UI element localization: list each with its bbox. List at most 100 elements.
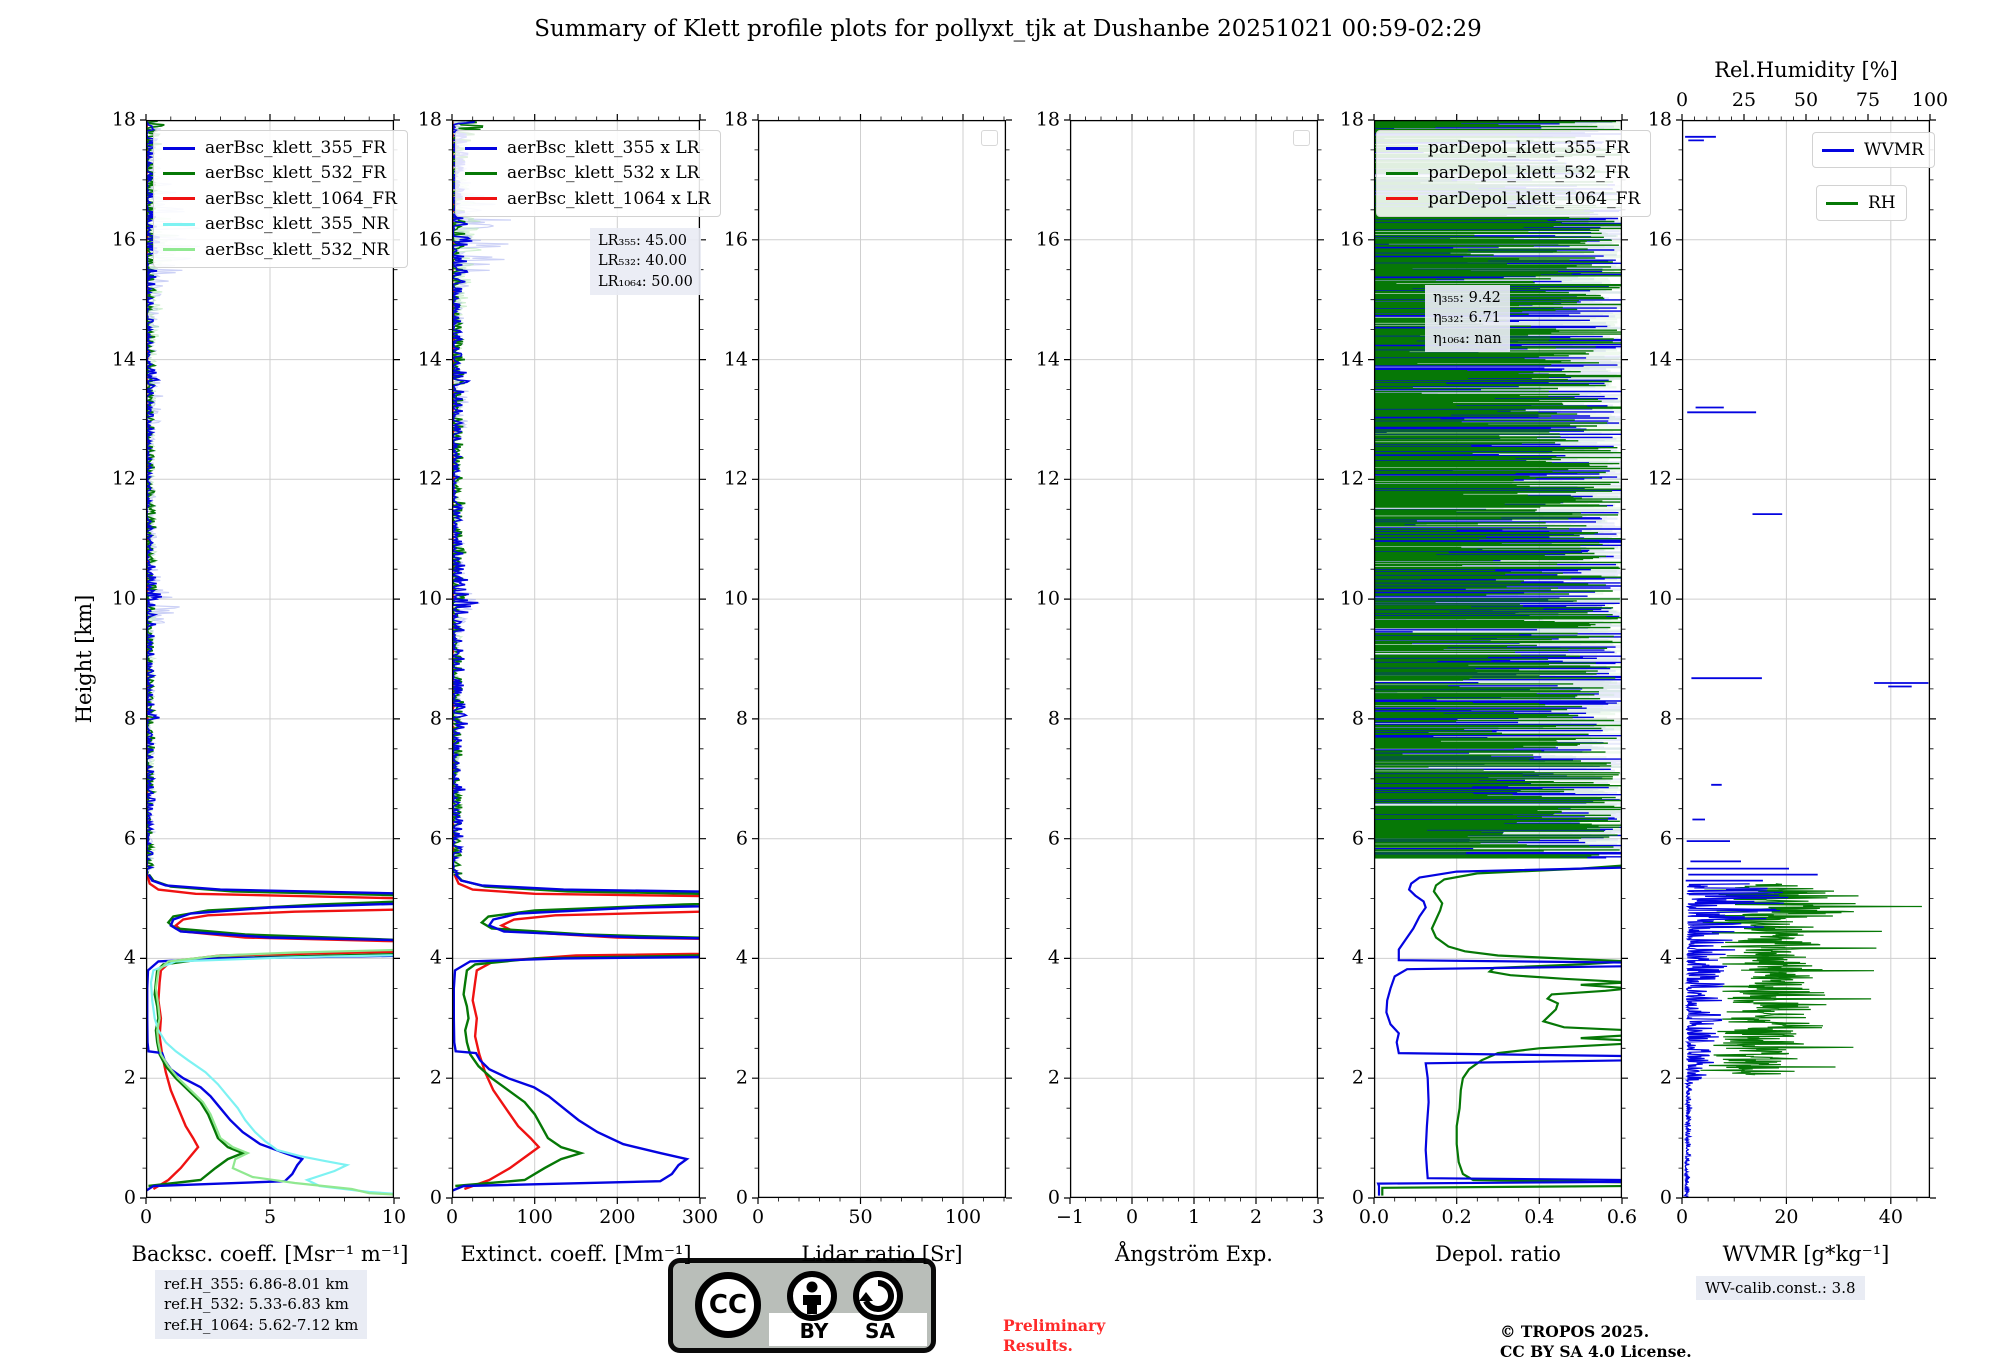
y-tick-label: 14: [1647, 348, 1672, 371]
legend-line-sample: [465, 146, 497, 150]
series-parDepol_klett_355_FR: [1376, 866, 1622, 1196]
legend-label: aerBsc_klett_355_FR: [205, 138, 387, 158]
legend-item: RH: [1826, 193, 1896, 213]
legend-line-sample: [1386, 197, 1418, 201]
y-tick-label: 4: [1047, 946, 1060, 969]
gridlines: [146, 120, 394, 1198]
major-ticks: [1064, 114, 1324, 1204]
y-tick-label: 8: [1659, 707, 1672, 730]
axes-spine: [145, 119, 395, 1199]
annotation-extinction: LR₃₅₅: 45.00 LR₅₃₂: 40.00 LR₁₀₆₄: 50.00: [590, 228, 701, 295]
legend-line-sample: [1826, 201, 1858, 205]
x-tick-label: 40: [1878, 1206, 1903, 1228]
y-tick-label: 6: [1047, 827, 1060, 850]
series-aerExt_1064: [453, 874, 700, 1191]
y-tick-label: 16: [111, 228, 136, 251]
y-tick-label: 2: [1351, 1066, 1364, 1089]
x-tick-label: 200: [599, 1206, 636, 1228]
x-axis-title: Ångström Exp.: [1115, 1242, 1273, 1266]
y-tick-label: 10: [1647, 587, 1672, 610]
y-tick-label: 12: [1647, 467, 1672, 490]
legend-item: aerBsc_klett_355_NR: [163, 214, 397, 234]
minor-ticks: [142, 116, 398, 1202]
cc-logo-text: CC: [708, 1290, 748, 1320]
legend-label: aerBsc_klett_1064 x LR: [507, 188, 711, 209]
y-tick-label: 0: [1659, 1186, 1672, 1209]
gridlines: [1070, 120, 1318, 1198]
ref-height-532: ref.H_532: 5.33-6.83 km: [164, 1295, 349, 1314]
legend-item: aerBsc_klett_355 x LR: [465, 138, 710, 158]
x-tick-label: 20: [1774, 1206, 1799, 1228]
x-tick-label: 0: [139, 1206, 153, 1228]
x-axis-title: Extinct. coeff. [Mm⁻¹]: [460, 1242, 692, 1266]
cc-logo-icon: CC: [695, 1272, 761, 1338]
y-tick-label: 14: [1339, 348, 1364, 371]
x-tick-label: 50: [848, 1206, 873, 1228]
y-tick-label: 14: [1035, 348, 1060, 371]
y-tick-label: 12: [723, 467, 748, 490]
x-tick-label: 0: [751, 1206, 765, 1228]
y-tick-label: 8: [1047, 707, 1060, 730]
y-tick-label: 0: [1047, 1186, 1060, 1209]
major-ticks: [446, 114, 706, 1204]
y-tick-label: 16: [417, 228, 442, 251]
y-tick-label: 2: [1047, 1066, 1060, 1089]
y-tick-label: 2: [123, 1066, 136, 1089]
x-tick-label: 300: [681, 1206, 719, 1228]
series-ext532_noise: [452, 120, 484, 876]
cc-by-label: BY: [799, 1319, 829, 1343]
legend-item: aerBsc_klett_1064 x LR: [465, 189, 710, 209]
x-axis-title: Depol. ratio: [1435, 1242, 1561, 1266]
ref-height-355: ref.H_355: 6.86-8.01 km: [164, 1275, 349, 1293]
y-tick-label: 4: [1659, 946, 1672, 969]
series-ext355_noise: [452, 120, 479, 876]
copyright-note: © TROPOS 2025. CC BY SA 4.0 License.: [1500, 1322, 1692, 1360]
y-tick-label: 12: [1035, 467, 1060, 490]
panel-lidar-ratio: 0 50 100 0 2 4 6 8 10 12 14 16 18 Lidar ratio [Sr]: [724, 110, 1012, 1266]
x-tick-label: 0: [1125, 1206, 1139, 1228]
y-tick-label: 0: [123, 1186, 136, 1209]
legend-item: WVMR: [1822, 140, 1924, 160]
top-tick-label: 25: [1731, 89, 1757, 111]
annotation-depol-ratio: η₃₅₅: 9.42 η₅₃₂: 6.71 η₁₀₆₄: nan: [1425, 285, 1510, 352]
legend-line-sample: [465, 172, 497, 176]
legend-label: aerBsc_klett_532 x LR: [507, 163, 700, 184]
y-tick-label: 16: [723, 228, 748, 251]
legend-label: WVMR: [1864, 140, 1924, 160]
y-tick-label: 4: [735, 946, 748, 969]
legend-label: aerBsc_klett_355_NR: [205, 214, 390, 235]
y-tick-label: 12: [417, 467, 442, 490]
panel-extinction: 0 100 200 300 0 2 4 6 8 10 12 14 16 18 Extinct. coeff.…: [418, 110, 722, 1266]
cc-license-badge: CC BY SA: [668, 1258, 936, 1353]
wvmr-plot: [1676, 114, 1936, 1204]
series-aerBsc_klett_355_FR: [146, 873, 394, 1192]
cc-badge-label-strip: [769, 1313, 927, 1346]
series-aerBsc_klett_532_NR: [154, 948, 394, 1196]
panel-wvmr: 0 20 40 0 2 4 6 8 10 12 14 16 18 0 25 50 75 100 Rel.Humidi…: [1648, 58, 1948, 1266]
minor-ticks: [1066, 116, 1322, 1202]
y-tick-label: 8: [123, 707, 136, 730]
annotation-line: LR₃₅₅: 45.00: [598, 233, 687, 249]
legend-line-sample: [1386, 172, 1418, 176]
x-tick-label: 0: [445, 1206, 459, 1228]
series-aerBsc_klett_1064_FR: [146, 874, 394, 1191]
x-tick-label: 100: [944, 1206, 982, 1228]
y-tick-label: 6: [429, 827, 442, 850]
legend-label: RH: [1868, 193, 1896, 213]
legend-line-sample: [465, 197, 497, 201]
legend-line-sample: [163, 172, 195, 176]
panel-angstroem: −1 0 1 2 3 0 2 4 6 8 10 12 14 16 18 Ångström Exp.: [1036, 110, 1324, 1266]
y-tick-label: 10: [1339, 587, 1364, 610]
depol-ratio-plot: [1368, 114, 1628, 1204]
empty-legend: [981, 130, 998, 146]
minor-ticks: [1678, 116, 1934, 1202]
legend-line-sample: [1822, 148, 1854, 152]
legend-item: parDepol_klett_1064_FR: [1386, 189, 1640, 209]
y-tick-label: 14: [111, 348, 136, 371]
y-tick-label: 2: [1659, 1066, 1672, 1089]
x-axis-title: Backsc. coeff. [Msr⁻¹ m⁻¹]: [131, 1242, 409, 1266]
legend-line-sample: [163, 146, 195, 150]
backscatter-plot: [140, 114, 400, 1204]
annotation-line: LR₁₀₆₄: 50.00: [598, 273, 693, 290]
